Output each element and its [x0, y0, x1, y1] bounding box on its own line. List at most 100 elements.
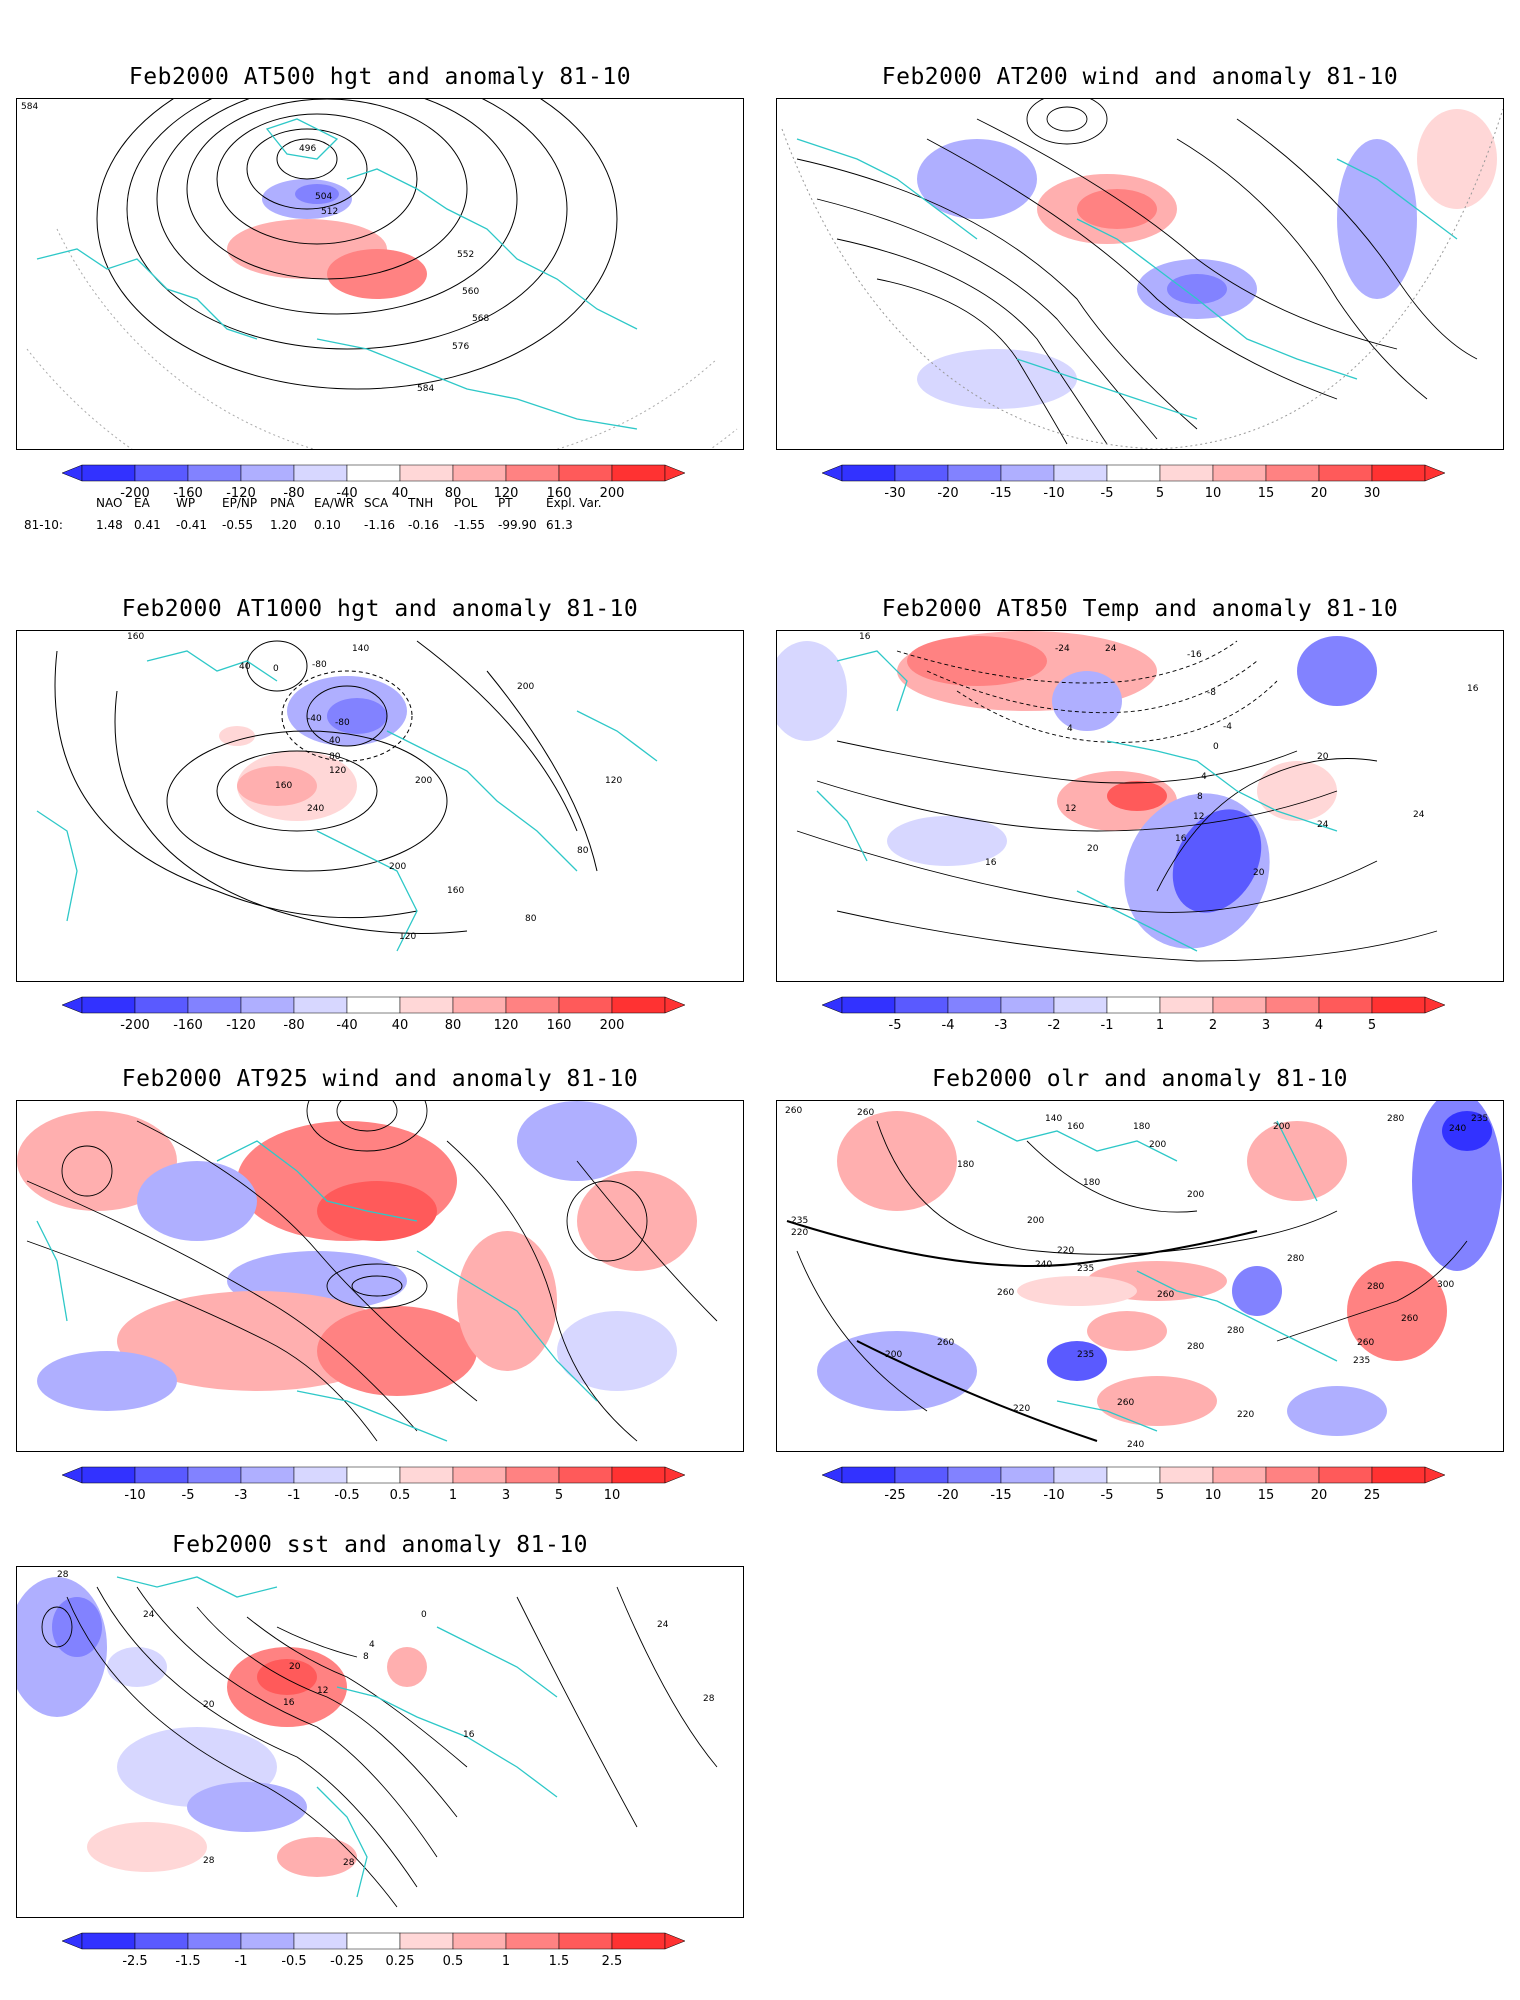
contour-label: 260	[997, 1288, 1014, 1298]
map-at850: 16 -24 24 -16 -8 16 -4 4 0 20 4 8 12 16 …	[776, 630, 1504, 982]
panel-title: Feb2000 AT925 wind and anomaly 81-10	[121, 1066, 639, 1092]
contour-label: 260	[937, 1338, 954, 1348]
contour-label: 260	[1401, 1314, 1418, 1324]
contour-label: 8	[1197, 792, 1203, 802]
colorbar: -5 -4 -3 -2 -1 1 2 3 4 5	[821, 996, 1462, 1040]
map-at1000: 160 40 0 -80 140 200 -40 -80 40 80 120 1…	[16, 630, 744, 982]
colorbar-tick-label: -200	[120, 486, 150, 501]
tele-value: -99.90	[498, 518, 537, 532]
contour-label: 28	[343, 1858, 355, 1868]
tele-value: -1.55	[454, 518, 486, 532]
contour-label: 0	[273, 664, 279, 674]
colorbar-swatch	[1106, 1466, 1161, 1484]
colorbar-tick-label: 80	[444, 486, 462, 501]
colorbar-swatch	[1053, 996, 1108, 1014]
colorbar-tick-label: -5	[888, 1018, 902, 1033]
colorbar-swatch	[841, 1466, 896, 1484]
tele-value: -0.41	[176, 518, 208, 532]
colorbar-swatch	[187, 996, 242, 1014]
tele-row-label: 81-10:	[24, 518, 63, 532]
colorbar-tick-label: 0.5	[442, 1954, 464, 1969]
map-at925	[16, 1100, 744, 1452]
contour-label: 504	[315, 192, 332, 202]
colorbar-tick-label: -1	[287, 1488, 301, 1503]
colorbar-tick-label: -30	[884, 486, 906, 501]
colorbar-swatch	[134, 464, 189, 482]
colorbar-tick-label: 15	[1257, 486, 1275, 501]
contour-label: 160	[447, 886, 464, 896]
colorbar-swatch	[1318, 996, 1373, 1014]
colorbar-swatch	[1212, 464, 1267, 482]
colorbar-swatch	[558, 996, 613, 1014]
contour-label: 40	[329, 736, 341, 746]
contour-label: 16	[1175, 834, 1187, 844]
contour-label: -4	[1223, 722, 1232, 732]
colorbar-swatch	[1371, 464, 1426, 482]
map-olr: 260 260 140 160 180 200 200 180 280 235 …	[776, 1100, 1504, 1452]
tele-header: TNH	[408, 496, 434, 510]
tele-value: -1.16	[364, 518, 396, 532]
colorbar-arrow-high	[1424, 1466, 1446, 1484]
contour-label: 200	[1273, 1122, 1290, 1132]
colorbar-tick-label: -3	[234, 1488, 248, 1503]
tele-value: 0.41	[134, 518, 161, 532]
colorbar-tick-label: 10	[1204, 486, 1222, 501]
colorbar-swatch	[346, 464, 401, 482]
contour-label: 280	[1187, 1342, 1204, 1352]
colorbar-arrow-high	[1424, 996, 1446, 1014]
colorbar-tick-label: -20	[937, 1488, 959, 1503]
colorbar-tick-label: 80	[444, 1018, 462, 1033]
contour-label: 20	[289, 1662, 301, 1672]
colorbar-tick-label: -80	[283, 1018, 305, 1033]
tele-header: POL	[454, 496, 478, 510]
contour-label: 260	[1117, 1398, 1134, 1408]
colorbar-tick-label: -2	[1047, 1018, 1061, 1033]
contour-label: -80	[335, 718, 350, 728]
contour-label: 40	[239, 662, 251, 672]
colorbar-tick-label: 5	[1155, 486, 1165, 501]
colorbar-tick-label: -3	[994, 1018, 1008, 1033]
colorbar-swatch	[947, 1466, 1002, 1484]
contour-label: 80	[577, 846, 589, 856]
contour-label: 24	[657, 1620, 669, 1630]
contour-label: 180	[1083, 1178, 1100, 1188]
contour-label: 552	[457, 250, 474, 260]
contour-label: 12	[1065, 804, 1076, 814]
contour-label: -8	[1207, 688, 1216, 698]
colorbar-tick-label: 1.5	[548, 1954, 570, 1969]
colorbar-swatch	[399, 1932, 454, 1950]
contour-label: 16	[985, 858, 997, 868]
colorbar-tick-label: -20	[937, 486, 959, 501]
contour-label: 220	[1057, 1246, 1074, 1256]
colorbar-swatch	[505, 1466, 560, 1484]
contour-label: 200	[389, 862, 406, 872]
colorbar-tick-label: -160	[173, 486, 203, 501]
contour-label: 0	[421, 1610, 427, 1620]
contour-label: 260	[1357, 1338, 1374, 1348]
colorbar-tick-label: -10	[124, 1488, 146, 1503]
contour-label: 200	[415, 776, 432, 786]
panel-title: Feb2000 AT1000 hgt and anomaly 81-10	[121, 596, 639, 622]
colorbar-svg	[61, 996, 686, 1014]
colorbar-swatch	[894, 996, 949, 1014]
colorbar-tick-label: 2	[1208, 1018, 1218, 1033]
contour-label: -24	[1055, 644, 1070, 654]
contour-label: 140	[352, 644, 369, 654]
colorbar-swatch	[1212, 1466, 1267, 1484]
colorbar-tick-label: 200	[599, 486, 625, 501]
colorbar-tick-label: 20	[1310, 486, 1328, 501]
colorbar-tick-label: 3	[501, 1488, 511, 1503]
colorbar-tick-label: 15	[1257, 1488, 1275, 1503]
colorbar-swatch	[399, 464, 454, 482]
colorbar: -200 -160 -120 -80 -40 40 80 120 160 200	[61, 996, 702, 1040]
contour-label: 160	[127, 632, 144, 642]
colorbar-swatch	[894, 464, 949, 482]
colorbar-swatch	[240, 996, 295, 1014]
colorbar-swatch	[1053, 1466, 1108, 1484]
colorbar-tick-label: 10	[603, 1488, 621, 1503]
colorbar-swatch	[1318, 464, 1373, 482]
colorbar-tick-label: 5	[1155, 1488, 1165, 1503]
contour-label: 200	[885, 1350, 902, 1360]
contour-label: 240	[1449, 1124, 1466, 1134]
colorbar: -2.5 -1.5 -1 -0.5 -0.25 0.25 0.5 1 1.5 2.5	[61, 1932, 702, 1976]
